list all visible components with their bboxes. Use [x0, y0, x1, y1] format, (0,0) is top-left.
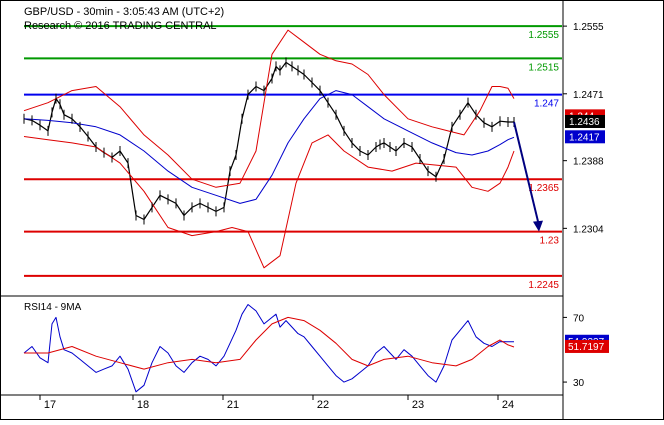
y-tick-label-1.2304: 1.2304 [573, 224, 604, 235]
x-tick-label-23: 23 [412, 399, 424, 411]
series-moving_average [23, 90, 515, 204]
price-marker-1.2436: 1.2436 [565, 114, 605, 128]
forecast-arrow-shaft [513, 121, 540, 226]
x-tick-label-18: 18 [137, 399, 149, 411]
research-credit: Research © 2016 TRADING CENTRAL [24, 20, 217, 32]
price-marker-box [565, 130, 605, 144]
level-label-1.2365: 1.2365 [528, 183, 559, 194]
x-tick-label-24: 24 [502, 399, 514, 411]
forecast-arrow-head [533, 220, 543, 232]
y-tick-label-1.2471: 1.2471 [573, 90, 604, 101]
price-panel: 1.2555 1.2515 1.247 1.2365 1.23 1.2245 [23, 25, 562, 291]
price-marker-1.2417: 1.2417 [565, 130, 605, 144]
x-tick-label-22: 22 [317, 399, 329, 411]
rsi-marker-51.7197: 51.7197 [565, 339, 609, 353]
series-rsi [23, 304, 514, 393]
level-label-1.247: 1.247 [534, 99, 559, 110]
y-tick-label-1.2555: 1.2555 [573, 22, 604, 33]
rsi-tick-label-30: 30 [573, 378, 585, 389]
rsi-panel [23, 304, 515, 393]
rsi-marker-label: 51.7197 [568, 342, 605, 353]
chart-header: GBP/USD - 30min - 3:05:43 AM (UTC+2) Res… [24, 5, 224, 33]
level-label-1.2515: 1.2515 [528, 62, 559, 73]
series-rsi_ma [24, 316, 515, 370]
series-bollinger_lower [23, 134, 515, 269]
y-tick-label-1.2388: 1.2388 [573, 157, 604, 168]
level-label-1.2555: 1.2555 [528, 30, 559, 41]
chart-title: GBP/USD - 30min - 3:05:43 AM (UTC+2) [24, 6, 225, 18]
price-marker-label: 1.2417 [569, 132, 600, 143]
rsi-title: RSI14 - 9MA [24, 302, 82, 313]
price-marker-box [565, 114, 605, 128]
x-tick-label-21: 21 [227, 399, 239, 411]
level-label-1.23: 1.23 [540, 236, 560, 247]
x-tick-label-17: 17 [44, 399, 56, 411]
rsi-tick-label-70: 70 [573, 313, 585, 324]
series-price [23, 61, 514, 221]
series-bollinger_upper [23, 29, 515, 188]
level-label-1.2245: 1.2245 [528, 280, 559, 291]
price-marker-label: 1.2436 [569, 117, 600, 128]
rsi-marker-box [565, 339, 609, 353]
